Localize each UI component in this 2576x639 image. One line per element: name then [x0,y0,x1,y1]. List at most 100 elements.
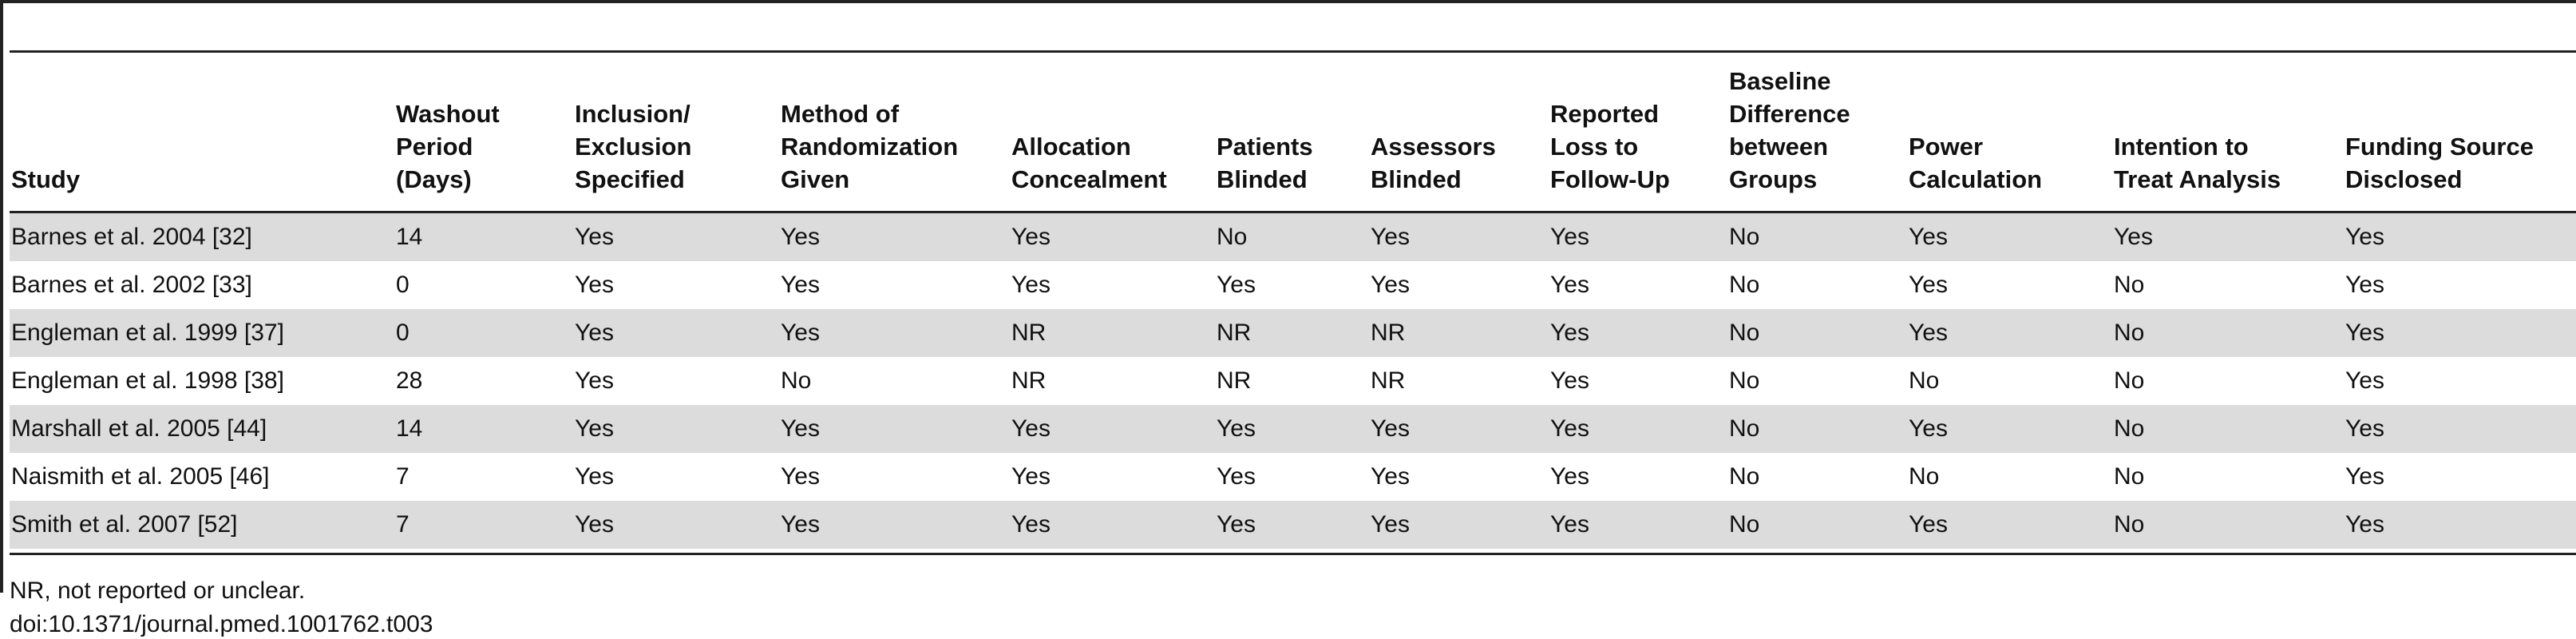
cell-power-calculation: Yes [1909,415,1948,442]
table-top-rule [10,50,2576,53]
cell-intention-to-treat: No [2114,367,2145,394]
table-row: Naismith et al. 2005 [46] 7 Yes Yes Yes Yes Ye… [10,453,2576,501]
cell-baseline-difference: No [1729,272,1760,298]
cell-patients-blinded: Yes [1217,415,1256,442]
cell-power-calculation: Yes [1909,511,1948,538]
cell-allocation-concealment: Yes [1011,224,1051,250]
column-header-allocation-concealment: Allocation Concealment [1011,133,1167,193]
column-header-randomization-method: Method of Randomization Given [781,100,959,193]
cell-funding-source: Yes [2345,511,2384,538]
cell-study: Smith et al. 2007 [52] [11,511,238,538]
header-rule [10,211,2576,213]
cell-intention-to-treat: No [2114,320,2145,346]
cell-funding-source: Yes [2345,272,2384,298]
cell-washout-period: 14 [396,415,423,442]
cell-allocation-concealment: Yes [1011,511,1051,538]
column-header-baseline-difference: Baseline Difference between Groups [1729,67,1850,193]
cell-randomization-method: Yes [781,415,820,442]
cell-inclusion-exclusion: Yes [575,272,614,298]
cell-patients-blinded: Yes [1217,511,1256,538]
cell-inclusion-exclusion: Yes [575,320,614,346]
column-header-funding-source: Funding Source Disclosed [2345,133,2534,193]
column-header-washout-period: Washout Period (Days) [396,100,500,193]
cell-inclusion-exclusion: Yes [575,367,614,394]
column-header-inclusion-exclusion: Inclusion/ Exclusion Specified [575,100,692,193]
cell-allocation-concealment: NR [1011,320,1047,346]
cell-assessors-blinded: Yes [1371,224,1410,250]
cell-allocation-concealment: Yes [1011,415,1051,442]
cell-study: Naismith et al. 2005 [46] [11,463,270,490]
cell-baseline-difference: No [1729,320,1760,346]
cell-intention-to-treat: No [2114,511,2145,538]
cell-randomization-method: No [781,367,812,394]
table-body: Barnes et al. 2004 [32] 14 Yes Yes Yes No Yes Y… [10,213,2576,549]
cell-baseline-difference: No [1729,511,1760,538]
table-doi: doi:10.1371/journal.pmed.1001762.t003 [10,611,433,637]
table-row: Marshall et al. 2005 [44] 14 Yes Yes Yes Yes Y… [10,405,2576,453]
cell-study: Barnes et al. 2002 [33] [11,272,252,298]
cell-study: Engleman et al. 1999 [37] [11,320,284,346]
cell-funding-source: Yes [2345,367,2384,394]
cell-power-calculation: No [1909,367,1940,394]
cell-washout-period: 0 [396,272,410,298]
cell-funding-source: Yes [2345,224,2384,250]
cell-intention-to-treat: No [2114,415,2145,442]
table-row: Barnes et al. 2004 [32] 14 Yes Yes Yes No Yes Y… [10,213,2576,261]
table-row: Smith et al. 2007 [52] 7 Yes Yes Yes Yes Yes Ye… [10,501,2576,549]
cell-assessors-blinded: Yes [1371,463,1410,490]
cell-inclusion-exclusion: Yes [575,511,614,538]
table-bottom-rule [10,553,2576,555]
cell-patients-blinded: NR [1217,367,1252,394]
cell-assessors-blinded: NR [1371,367,1406,394]
cell-power-calculation: Yes [1909,224,1948,250]
cell-study: Marshall et al. 2005 [44] [11,415,267,442]
cell-assessors-blinded: Yes [1371,272,1410,298]
table-row: Barnes et al. 2002 [33] 0 Yes Yes Yes Yes Yes Y… [10,261,2576,309]
cell-funding-source: Yes [2345,415,2384,442]
cell-loss-to-follow-up: Yes [1550,224,1589,250]
cell-power-calculation: Yes [1909,272,1948,298]
cell-funding-source: Yes [2345,320,2384,346]
column-header-patients-blinded: Patients Blinded [1217,133,1313,193]
cell-baseline-difference: No [1729,463,1760,490]
cell-assessors-blinded: NR [1371,320,1406,346]
cell-study: Engleman et al. 1998 [38] [11,367,284,394]
cell-baseline-difference: No [1729,224,1760,250]
cell-washout-period: 0 [396,320,410,346]
cell-loss-to-follow-up: Yes [1550,272,1589,298]
cell-randomization-method: Yes [781,272,820,298]
cell-intention-to-treat: No [2114,272,2145,298]
cell-study: Barnes et al. 2004 [32] [11,224,252,250]
cell-funding-source: Yes [2345,463,2384,490]
column-header-study: Study [11,165,81,193]
column-header-loss-to-follow-up: Reported Loss to Follow-Up [1550,100,1670,193]
cell-randomization-method: Yes [781,463,820,490]
cell-washout-period: 14 [396,224,423,250]
cell-washout-period: 7 [396,463,410,490]
cell-inclusion-exclusion: Yes [575,224,614,250]
cell-power-calculation: Yes [1909,320,1948,346]
cell-assessors-blinded: Yes [1371,415,1410,442]
cell-washout-period: 7 [396,511,410,538]
cell-inclusion-exclusion: Yes [575,415,614,442]
cell-allocation-concealment: NR [1011,367,1047,394]
cell-allocation-concealment: Yes [1011,463,1051,490]
cell-assessors-blinded: Yes [1371,511,1410,538]
table-row: Engleman et al. 1998 [38] 28 Yes No NR NR NR Ye… [10,357,2576,405]
cell-loss-to-follow-up: Yes [1550,415,1589,442]
cell-intention-to-treat: No [2114,463,2145,490]
cell-patients-blinded: Yes [1217,272,1256,298]
column-header-assessors-blinded: Assessors Blinded [1371,133,1496,193]
cell-randomization-method: Yes [781,224,820,250]
cell-baseline-difference: No [1729,415,1760,442]
cell-loss-to-follow-up: Yes [1550,463,1589,490]
cell-loss-to-follow-up: Yes [1550,320,1589,346]
cell-randomization-method: Yes [781,320,820,346]
cell-inclusion-exclusion: Yes [575,463,614,490]
cell-loss-to-follow-up: Yes [1550,511,1589,538]
cell-power-calculation: No [1909,463,1940,490]
left-border [0,0,3,593]
cell-patients-blinded: NR [1217,320,1252,346]
column-header-power-calculation: Power Calculation [1909,133,2043,193]
top-border [0,0,2576,3]
